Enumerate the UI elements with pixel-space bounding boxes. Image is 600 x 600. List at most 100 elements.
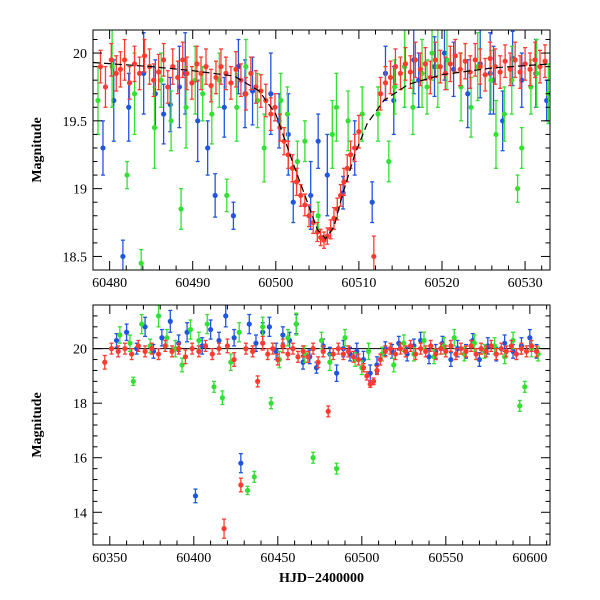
data-point [224, 178, 230, 213]
marker [176, 346, 182, 352]
data-point [236, 322, 242, 343]
data-point [180, 41, 186, 79]
data-point [162, 339, 168, 353]
marker [178, 206, 184, 212]
x-tick-label: 60510 [341, 276, 376, 291]
data-point [340, 347, 346, 361]
data-point [196, 345, 202, 358]
data-point [216, 342, 222, 355]
data-point [513, 347, 519, 361]
marker [231, 356, 237, 363]
marker [155, 313, 162, 319]
data-point [272, 93, 278, 122]
y-tick-label: 20 [73, 47, 87, 62]
data-point [334, 364, 340, 383]
data-point [502, 334, 508, 353]
data-point [155, 347, 162, 361]
marker [310, 346, 316, 352]
marker [542, 58, 548, 64]
x-tick-label: 60520 [424, 276, 459, 291]
data-point [324, 133, 330, 217]
axes-frame [92, 29, 551, 271]
marker [334, 370, 340, 376]
marker [285, 351, 291, 357]
data-point [315, 201, 321, 230]
marker [429, 50, 435, 56]
x-axis-label: HJD−2400000 [279, 571, 364, 586]
marker [189, 80, 195, 86]
marker [387, 346, 393, 352]
marker [194, 61, 200, 67]
data-point [308, 160, 314, 230]
data-point [250, 345, 256, 358]
marker [102, 84, 109, 90]
marker [402, 61, 409, 67]
marker [124, 172, 130, 178]
marker [371, 253, 377, 260]
marker [175, 74, 181, 81]
data-point [508, 339, 514, 353]
marker [382, 80, 389, 86]
marker [369, 199, 375, 205]
marker [117, 66, 124, 72]
marker [109, 64, 115, 70]
data-point [266, 316, 273, 338]
marker [488, 77, 494, 83]
data-point [359, 86, 365, 142]
marker [230, 213, 237, 219]
marker [97, 64, 104, 70]
marker [126, 80, 133, 86]
data-point [290, 181, 296, 224]
marker [422, 61, 428, 67]
data-point [230, 201, 237, 230]
data-point [482, 57, 488, 92]
data-point [203, 48, 209, 85]
marker [294, 158, 301, 165]
data-point [179, 357, 185, 373]
marker [139, 321, 145, 327]
data-point [310, 342, 316, 355]
marker [433, 351, 439, 357]
data-point [158, 52, 164, 108]
data-point [447, 45, 453, 83]
marker [502, 58, 508, 64]
marker [243, 91, 249, 97]
data-point [189, 342, 195, 355]
marker [203, 64, 209, 70]
marker [200, 91, 206, 97]
data-point [253, 70, 259, 104]
data-point [95, 65, 101, 136]
data-point [167, 309, 173, 333]
marker [108, 346, 115, 352]
marker [401, 340, 407, 346]
data-point [324, 227, 330, 245]
data-point [305, 350, 311, 363]
marker [392, 64, 399, 70]
marker [265, 351, 271, 357]
data-point [285, 328, 291, 347]
data-point [360, 362, 367, 373]
data-point [139, 313, 145, 335]
data-point [138, 249, 144, 270]
data-point [175, 60, 181, 95]
data-point [330, 347, 336, 361]
marker [211, 384, 217, 390]
marker [198, 70, 204, 76]
marker [412, 57, 418, 63]
data-point [228, 65, 234, 100]
marker [162, 343, 168, 349]
x-tick-label: 60350 [92, 551, 127, 566]
data-point [298, 183, 304, 207]
data-point [300, 345, 306, 358]
x-tick-label: 60550 [428, 551, 463, 566]
marker [272, 104, 278, 110]
data-point [205, 120, 211, 176]
data-point [268, 97, 274, 131]
data-point [130, 376, 136, 387]
marker [517, 403, 523, 409]
data-point [327, 353, 333, 372]
data-point [407, 55, 414, 89]
data-point [387, 60, 394, 95]
data-point [473, 347, 479, 361]
marker [131, 91, 138, 97]
